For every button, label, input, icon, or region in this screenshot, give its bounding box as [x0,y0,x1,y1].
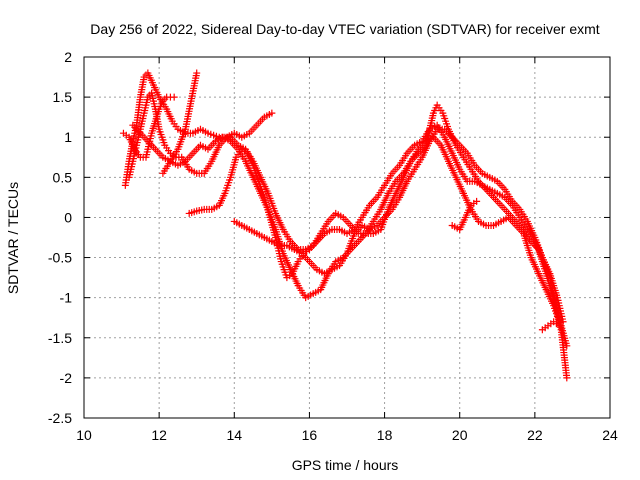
data-series [538,318,563,334]
data-series [159,69,201,177]
plot-frame [83,56,611,419]
data-point-marker [563,342,571,350]
x-tick-label: 10 [76,427,92,443]
data-point-marker [555,322,563,330]
y-tick-label: 0.5 [53,169,73,185]
x-axis-title: GPS time / hours [292,457,399,473]
y-axis-title: SDTVAR / TECUs [5,182,21,294]
data-point-marker [473,197,481,205]
y-tick-label: -1 [60,290,73,306]
data-point-marker [268,109,276,117]
data-marks [119,69,571,382]
y-tick-label: -2.5 [48,410,72,426]
axis-ticks: 10 12 14 16 18 20 22 24 -2.5 -2 -1.5 -1 -0.5 0 0.5 1 1.5… [48,49,618,443]
x-tick-label: 18 [377,427,393,443]
x-tick-label: 16 [302,427,318,443]
data-point-marker [170,93,178,101]
x-tick-label: 12 [151,427,167,443]
x-tick-label: 20 [452,427,468,443]
data-series [230,125,567,326]
data-series [448,197,481,233]
data-point-marker [563,374,571,382]
y-tick-label: 1.5 [53,89,73,105]
y-tick-label: 0 [64,209,72,225]
y-tick-label: -0.5 [48,250,72,266]
y-tick-label: -2 [60,370,73,386]
data-point-marker [559,318,567,326]
x-tick-label: 22 [527,427,543,443]
y-tick-label: 2 [64,49,72,65]
x-tick-label: 24 [602,427,618,443]
data-series [129,121,563,326]
x-tick-label: 14 [226,427,242,443]
y-tick-label: -1.5 [48,330,72,346]
data-point-marker [193,69,201,77]
chart-title: Day 256 of 2022, Sidereal Day-to-day VTE… [90,21,599,37]
y-tick-label: 1 [64,129,72,145]
